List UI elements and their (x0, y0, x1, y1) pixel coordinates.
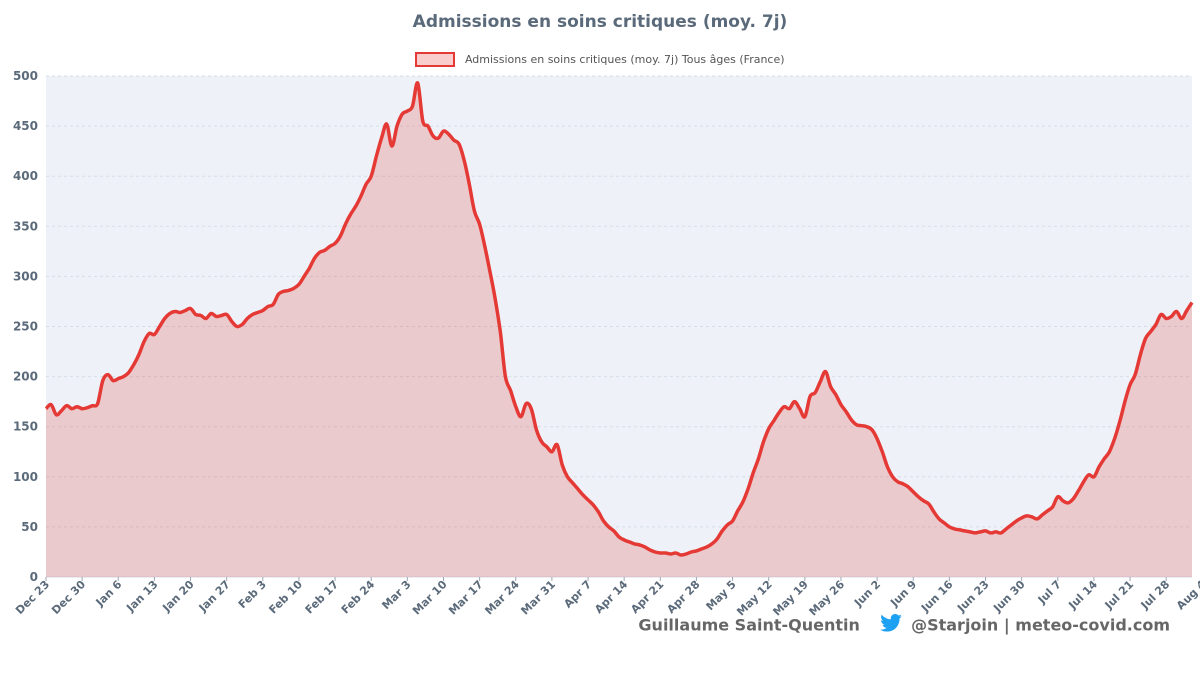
x-tick-label: Dec 30 (49, 578, 88, 617)
footer-handle[interactable]: @Starjoin | meteo-covid.com (911, 615, 1170, 635)
x-tick-label: May 12 (734, 578, 775, 619)
x-tick-label: Jun 16 (918, 578, 956, 616)
series-line[interactable] (44, 81, 1194, 557)
x-tick-label: Jan 6 (93, 578, 125, 610)
legend[interactable]: Admissions en soins critiques (moy. 7j) … (0, 52, 1200, 67)
y-tick-label: 500 (13, 69, 38, 83)
legend-label[interactable]: Admissions en soins critiques (moy. 7j) … (464, 53, 785, 66)
x-tick-label: Mar 24 (482, 578, 522, 618)
x-tick-label: Jan 13 (123, 578, 160, 615)
y-tick-label: 0 (30, 570, 38, 584)
y-tick-label: 150 (13, 420, 38, 434)
x-tick-label: Feb 24 (339, 578, 378, 617)
x-tick-label: Jul 28 (1138, 578, 1173, 613)
x-tick-label: May 5 (704, 578, 739, 613)
y-tick-label: 250 (13, 320, 38, 334)
grid-lines (46, 75, 1192, 578)
footer: Guillaume Saint-Quentin @Starjoin | mete… (638, 614, 1170, 636)
y-tick-label: 350 (13, 219, 38, 233)
y-tick-label: 300 (13, 269, 38, 283)
y-axis: 0 50 100 150 200 250 300 350 400 450 500 (13, 69, 38, 584)
x-tick-label: Feb 10 (266, 578, 305, 617)
y-tick-label: 450 (13, 119, 38, 133)
legend-swatch[interactable] (415, 52, 456, 67)
x-tick-label: Jul 14 (1065, 578, 1100, 613)
x-tick-label: Jul 7 (1035, 578, 1064, 607)
x-tick-label: Apr 14 (592, 578, 630, 616)
x-tick-label: May 19 (770, 578, 811, 619)
x-tick-label: Apr 7 (561, 578, 594, 611)
footer-author: Guillaume Saint-Quentin (638, 615, 860, 635)
x-tick-label: Feb 3 (236, 578, 269, 611)
x-tick-label: Mar 10 (410, 578, 450, 618)
x-tick-label: Mar 17 (446, 578, 486, 618)
x-tick-label: Jun 9 (887, 578, 919, 610)
y-tick-label: 50 (21, 520, 38, 534)
y-tick-label: 400 (13, 169, 38, 183)
x-tick-label: Apr 21 (628, 578, 666, 616)
y-tick-label: 200 (13, 370, 38, 384)
x-tick-label: Jan 20 (160, 578, 197, 615)
series-area-fill (46, 82, 1192, 577)
twitter-bird-icon (879, 614, 902, 636)
x-tick-label: Apr 28 (664, 578, 702, 616)
x-tick-label: May 26 (807, 578, 848, 619)
x-tick-label: Mar 31 (518, 578, 558, 618)
x-tick-label: Jul 21 (1102, 578, 1137, 613)
x-tick-label: Jun 23 (954, 578, 991, 615)
x-tick-label: Aug 4 (1174, 578, 1200, 613)
chart-title: Admissions en soins critiques (moy. 7j) (412, 12, 788, 32)
x-tick-label: Jun 2 (851, 578, 883, 610)
x-tick-label: Mar 3 (379, 578, 413, 612)
y-tick-label: 100 (13, 470, 38, 484)
x-tick-label: Jun 30 (990, 578, 1028, 616)
x-tick-label: Feb 17 (303, 578, 342, 617)
x-tick-label: Jan 27 (196, 578, 233, 615)
